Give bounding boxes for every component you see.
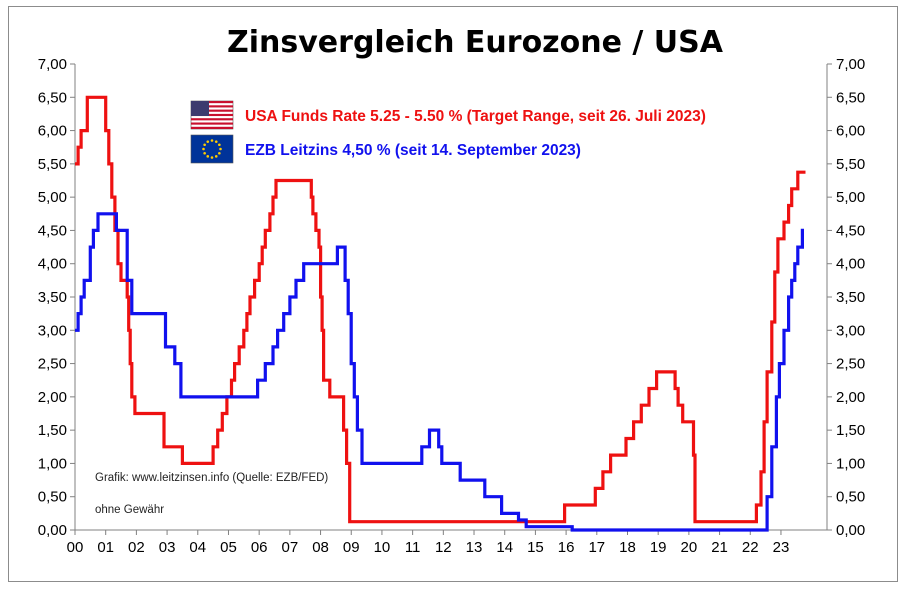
- us-flag-icon: [190, 100, 234, 130]
- eu-star: [219, 147, 222, 151]
- x-tick-label: 07: [282, 539, 299, 556]
- y-tick-label-left: 7,00: [38, 56, 67, 73]
- eu-star: [210, 139, 214, 142]
- chart-frame: Zinsvergleich Eurozone / USA 0,00 0,50 1,0…: [8, 6, 898, 582]
- y-tick-label-right: 0,00: [836, 522, 865, 539]
- y-axis-right-ticks: 0,00 0,50 1,00 1,50 2,00 2,50 3,00 3,50 4,00 4,50…: [827, 56, 865, 539]
- y-tick-label-right: 6,00: [836, 123, 865, 140]
- eu-star: [214, 140, 218, 143]
- axes: [74, 64, 828, 531]
- y-tick-label-left: 2,00: [38, 389, 67, 406]
- x-tick-label: 13: [466, 539, 483, 556]
- y-tick-label-left: 4,50: [38, 222, 67, 239]
- y-tick-label-right: 3,50: [836, 289, 865, 306]
- x-tick-label: 04: [189, 539, 206, 556]
- y-tick-label-left: 5,50: [38, 156, 67, 173]
- x-axis-ticks: 00 01 02 03 04 05 06 07 08 09 10 11 12 13 14 15 16 17 18 19…: [67, 530, 790, 556]
- y-tick-label-right: 1,00: [836, 455, 865, 472]
- y-tick-label-left: 0,00: [38, 522, 67, 539]
- eu-star: [203, 151, 206, 155]
- x-tick-label: 15: [527, 539, 544, 556]
- x-tick-label: 02: [128, 539, 145, 556]
- source-note: Grafik: www.leitzinsen.info (Quelle: EZB…: [95, 472, 328, 484]
- x-tick-label: 16: [558, 539, 575, 556]
- x-tick-label: 23: [773, 539, 790, 556]
- chart: Zinsvergleich Eurozone / USA 0,00 0,50 1,0…: [38, 25, 865, 556]
- y-tick-label-right: 2,00: [836, 389, 865, 406]
- ezb-rate-line: [75, 212, 804, 532]
- chart-title: Zinsvergleich Eurozone / USA: [227, 25, 724, 60]
- x-tick-label: 10: [374, 539, 391, 556]
- y-tick-label-left: 0,50: [38, 489, 67, 506]
- legend: USA Funds Rate 5.25 - 5.50 % (Target Ran…: [190, 100, 706, 164]
- eu-flag-icon: [190, 134, 234, 164]
- x-tick-label: 06: [251, 539, 268, 556]
- y-tick-label-right: 5,00: [836, 189, 865, 206]
- x-tick-label: 17: [588, 539, 605, 556]
- x-tick-label: 18: [619, 539, 636, 556]
- y-tick-label-left: 6,50: [38, 89, 67, 106]
- y-tick-label-right: 5,50: [836, 156, 865, 173]
- y-tick-label-left: 2,50: [38, 356, 67, 373]
- y-tick-label-left: 4,00: [38, 256, 67, 273]
- eu-star: [203, 143, 206, 147]
- y-tick-label-left: 1,50: [38, 422, 67, 439]
- legend-usa-label: USA Funds Rate 5.25 - 5.50 % (Target Ran…: [245, 108, 706, 125]
- series-lines: [75, 95, 806, 532]
- eu-star: [214, 155, 218, 158]
- y-tick-label-right: 2,50: [836, 356, 865, 373]
- x-tick-label: 22: [742, 539, 759, 556]
- y-tick-label-left: 6,00: [38, 123, 67, 140]
- x-tick-label: 11: [405, 539, 421, 556]
- x-tick-label: 03: [159, 539, 176, 556]
- usa-rate-line: [75, 95, 806, 524]
- x-tick-label: 19: [650, 539, 667, 556]
- x-tick-label: 14: [496, 539, 513, 556]
- y-tick-label-right: 7,00: [836, 56, 865, 73]
- x-tick-label: 08: [312, 539, 329, 556]
- eu-star: [206, 155, 210, 158]
- y-tick-label-right: 1,50: [836, 422, 865, 439]
- eu-star: [210, 156, 214, 159]
- y-tick-label-right: 4,50: [836, 222, 865, 239]
- x-tick-label: 21: [711, 539, 728, 556]
- y-tick-label-right: 3,00: [836, 322, 865, 339]
- y-tick-label-right: 4,00: [836, 256, 865, 273]
- y-tick-label-right: 0,50: [836, 489, 865, 506]
- x-tick-label: 01: [97, 539, 114, 556]
- y-tick-label-left: 1,00: [38, 455, 67, 472]
- y-axis-left-ticks: 0,00 0,50 1,00 1,50 2,00 2,50 3,00 3,50 4,00 4,50…: [38, 56, 75, 539]
- disclaimer-note: ohne Gewähr: [95, 504, 164, 516]
- y-tick-label-right: 6,50: [836, 89, 865, 106]
- legend-ezb-label: EZB Leitzins 4,50 % (seit 14. September …: [245, 142, 581, 159]
- x-tick-label: 20: [681, 539, 698, 556]
- eu-star: [206, 140, 210, 143]
- x-tick-label: 09: [343, 539, 360, 556]
- eu-star: [202, 147, 205, 151]
- eu-star: [218, 151, 221, 155]
- x-tick-label: 00: [67, 539, 84, 556]
- x-tick-label: 05: [220, 539, 237, 556]
- y-tick-label-left: 3,50: [38, 289, 67, 306]
- y-tick-label-left: 3,00: [38, 322, 67, 339]
- x-tick-label: 12: [435, 539, 452, 556]
- eu-star: [218, 143, 221, 147]
- y-tick-label-left: 5,00: [38, 189, 67, 206]
